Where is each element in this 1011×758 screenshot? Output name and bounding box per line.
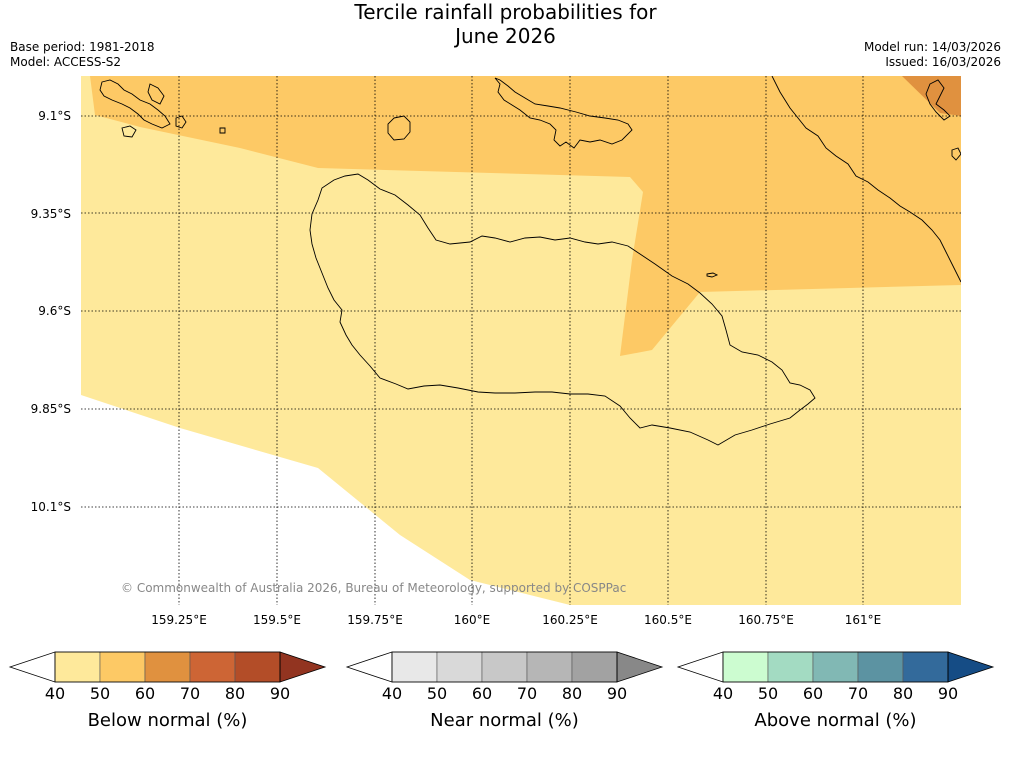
coastline-malaita-north: [925, 79, 951, 121]
colorbar-tick-label: 40: [45, 684, 65, 703]
issued-date: Issued: 16/03/2026: [885, 55, 1001, 69]
colorbar-segment: [767, 651, 814, 683]
colorbar-tick-label: 90: [607, 684, 627, 703]
model-name: Model: ACCESS-S2: [10, 55, 122, 69]
colorbar-extend-high: [616, 651, 664, 683]
coastline-russell-islet-2: [175, 115, 187, 129]
colorbar-title: Above normal (%): [754, 710, 916, 731]
colorbar-segment: [722, 651, 769, 683]
colorbar-segment: [189, 651, 236, 683]
colorbar-above-normal: 40 50 60 70 80 90 Above normal (%): [676, 651, 995, 731]
colorbar-segment: [391, 651, 438, 683]
colorbar-tick-label: 80: [562, 684, 582, 703]
colorbar-tick-label: 40: [713, 684, 733, 703]
colorbar-tick-label: 50: [758, 684, 778, 703]
colorbar-extend-high: [279, 651, 327, 683]
coastline-malaita-islet: [951, 147, 961, 161]
colorbar-tick-label: 60: [135, 684, 155, 703]
colorbar-below-normal: 40 50 60 70 80 90 Below normal (%): [8, 651, 327, 731]
lon-label: 160.25°E: [542, 613, 598, 627]
colorbar-segment: [481, 651, 528, 683]
colorbar-title: Near normal (%): [430, 710, 579, 731]
lat-label: 9.1°S: [38, 109, 71, 123]
colorbar-tick-label: 80: [893, 684, 913, 703]
colorbars: 40 50 60 70 80 90 Below normal (%) 40 50 60 70 80 9…: [8, 651, 995, 731]
coastline-guadalcanal: [309, 173, 816, 446]
colorbar-title: Below normal (%): [88, 710, 248, 731]
lon-label: 159.25°E: [151, 613, 207, 627]
colorbar-tick-label: 90: [270, 684, 290, 703]
colorbar-outline: [722, 651, 949, 683]
map-title: Tercile rainfall probabilities for June …: [0, 0, 1011, 48]
lon-label: 159.75°E: [347, 613, 403, 627]
lat-labels: 9.1°S 9.35°S 9.6°S 9.85°S 10.1°S: [31, 109, 71, 514]
colorbar-tick-label: 70: [848, 684, 868, 703]
colorbar-segment: [526, 651, 573, 683]
title-line-1: Tercile rainfall probabilities for: [354, 0, 657, 24]
colorbar-segment: [571, 651, 618, 683]
lon-label: 159.5°E: [253, 613, 301, 627]
colorbar-extend-low: [345, 651, 393, 683]
colorbar-segment: [902, 651, 949, 683]
meta-right: Model run: 14/03/2026 Issued: 16/03/2026: [864, 40, 1001, 70]
lat-label: 10.1°S: [31, 500, 71, 514]
colorbar-outline: [391, 651, 618, 683]
map-panel: © Commonwealth of Australia 2026, Bureau…: [81, 76, 961, 605]
colorbar-outline: [54, 651, 281, 683]
coastline-russell-islet-1: [121, 125, 137, 138]
colorbar-extend-low: [8, 651, 56, 683]
colorbar-segment: [99, 651, 146, 683]
colorbar-tick-label: 60: [472, 684, 492, 703]
copyright-notice: © Commonwealth of Australia 2026, Bureau…: [121, 581, 626, 595]
colorbar-segment: [234, 651, 281, 683]
lat-label: 9.35°S: [31, 207, 71, 221]
colorbar-tick-label: 70: [180, 684, 200, 703]
colorbar-segment: [54, 651, 101, 683]
lon-label: 160.5°E: [644, 613, 692, 627]
colorbar-tick-label: 90: [938, 684, 958, 703]
coastline-savo-island: [387, 115, 411, 141]
base-period: Base period: 1981-2018: [10, 40, 155, 54]
colorbar-tick-label: 70: [517, 684, 537, 703]
colorbar-tick-label: 50: [90, 684, 110, 703]
lon-label: 160.75°E: [738, 613, 794, 627]
coastline-russell-islet-3: [219, 127, 226, 134]
colorbar-segment: [436, 651, 483, 683]
lon-label: 160°E: [454, 613, 491, 627]
colorbar-tick-label: 80: [225, 684, 245, 703]
colorbar-tick-label: 60: [803, 684, 823, 703]
colorbar-segment: [144, 651, 191, 683]
colorbar-segment: [812, 651, 859, 683]
colorbar-segment: [857, 651, 904, 683]
probability-zone-60-70: [902, 76, 961, 116]
colorbar-tick-label: 50: [427, 684, 447, 703]
coastline-florida-islands: [494, 77, 633, 149]
title-line-2: June 2026: [455, 24, 556, 48]
colorbar-extend-high: [947, 651, 995, 683]
lat-label: 9.85°S: [31, 402, 71, 416]
coastline-islet-1: [706, 272, 719, 278]
gridlines: [81, 76, 961, 605]
coastline-russell-islet-4: [147, 83, 165, 105]
model-run: Model run: 14/03/2026: [863, 40, 1001, 54]
colorbar-extend-low: [676, 651, 724, 683]
lon-labels: 159.25°E 159.5°E 159.75°E 160°E 160.25°E…: [151, 613, 881, 627]
probability-zone-50-60: [90, 76, 961, 356]
meta-left: Base period: 1981-2018 Model: ACCESS-S2: [10, 40, 155, 70]
lon-label: 161°E: [845, 613, 882, 627]
colorbar-near-normal: 40 50 60 70 80 90 Near normal (%): [345, 651, 664, 731]
coastlines: [99, 76, 961, 446]
colorbar-tick-label: 40: [382, 684, 402, 703]
coastline-russell-islands: [99, 79, 171, 129]
coastline-malaita: [771, 76, 961, 283]
lat-label: 9.6°S: [38, 304, 71, 318]
